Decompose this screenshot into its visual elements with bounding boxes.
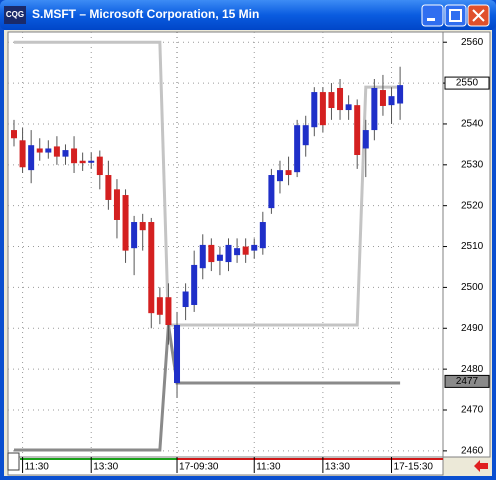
- candle-body: [45, 148, 52, 153]
- app-icon-box: [4, 6, 26, 24]
- x-tick-label: 13:30: [93, 462, 118, 473]
- candle-body: [371, 87, 378, 131]
- candle-body: [225, 244, 232, 263]
- candle-body: [148, 222, 155, 314]
- title-bar: [0, 0, 496, 30]
- x-tick-label: 17-09:30: [179, 462, 219, 473]
- window-title: S.MSFT – Microsoft Corporation, 15 Min: [32, 7, 259, 21]
- candle-body: [71, 148, 78, 164]
- candle-body: [88, 160, 95, 163]
- y-tick-label: 2560: [461, 37, 484, 48]
- candle-body: [122, 195, 129, 251]
- candle-body: [28, 145, 35, 171]
- app-icon: CQG: [6, 10, 24, 19]
- y-tick-label: 2490: [461, 323, 484, 334]
- candle-body: [319, 92, 326, 126]
- candle-body: [251, 244, 258, 251]
- candle-body: [165, 297, 172, 326]
- y-tick-label: 2540: [461, 119, 484, 130]
- candle-body: [105, 175, 112, 200]
- candle-body: [216, 254, 223, 261]
- candle-body: [294, 125, 301, 173]
- price-marker-label: 2477: [456, 376, 479, 387]
- candle-body: [328, 92, 335, 109]
- candle-body: [379, 90, 386, 106]
- candle-body: [11, 130, 17, 139]
- candle-body: [242, 246, 249, 255]
- candle-body: [36, 148, 43, 153]
- candle-body: [311, 92, 318, 128]
- x-tick-label: 11:30: [256, 462, 281, 473]
- y-tick-label: 2510: [461, 241, 484, 252]
- plot-area: [7, 31, 444, 458]
- close-button[interactable]: [467, 4, 490, 27]
- y-tick-label: 2520: [461, 200, 484, 211]
- candle-body: [191, 264, 198, 305]
- candle-body: [113, 189, 120, 220]
- price-marker: [444, 374, 490, 388]
- candle-body: [259, 222, 266, 249]
- candle-body: [182, 291, 189, 308]
- candle-body: [96, 156, 103, 176]
- candle-body: [156, 297, 163, 315]
- maximize-button[interactable]: [444, 4, 467, 27]
- x-tick-label: 11:30: [25, 462, 50, 473]
- x-tick-label: 17-15:30: [394, 462, 434, 473]
- candle-body: [397, 85, 404, 104]
- y-tick-label: 2500: [461, 282, 484, 293]
- candle-body: [234, 248, 241, 256]
- price-marker: [444, 76, 490, 90]
- candle-body: [79, 160, 86, 164]
- candle-body: [362, 130, 369, 149]
- candle-body: [131, 222, 138, 249]
- candle-body: [345, 104, 352, 111]
- y-tick-label: 2470: [461, 405, 484, 416]
- candle-body: [208, 244, 215, 263]
- session-strip: [177, 458, 443, 460]
- x-tick-label: 13:30: [325, 462, 350, 473]
- candle-body: [53, 146, 60, 157]
- y-tick-label: 2460: [461, 446, 484, 457]
- candle-body: [276, 170, 283, 182]
- candle-body: [337, 87, 344, 111]
- candle-body: [302, 125, 309, 146]
- overlay-line: [14, 40, 401, 327]
- minimize-button[interactable]: [421, 4, 444, 27]
- candle-body: [285, 170, 292, 176]
- session-strip: [20, 458, 178, 460]
- overlay-line: [14, 324, 401, 452]
- candle-body: [174, 325, 181, 384]
- candle-body: [19, 140, 26, 168]
- candle-body: [139, 222, 146, 231]
- scroll-arrow[interactable]: [474, 460, 488, 472]
- candle-body: [354, 105, 361, 156]
- y-tick-label: 2480: [461, 364, 484, 375]
- price-marker-label: 2550: [456, 78, 479, 89]
- candle-body: [388, 96, 395, 106]
- candle-body: [199, 244, 206, 269]
- candle-body: [62, 150, 69, 157]
- y-tick-label: 2530: [461, 159, 484, 170]
- scroll-box[interactable]: [7, 452, 20, 471]
- candle-body: [268, 175, 275, 209]
